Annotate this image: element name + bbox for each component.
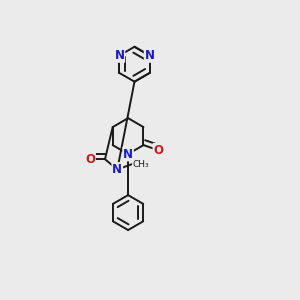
Text: O: O bbox=[153, 144, 164, 157]
Text: N: N bbox=[114, 49, 124, 62]
Text: O: O bbox=[85, 153, 95, 166]
Text: N: N bbox=[123, 148, 133, 160]
Text: N: N bbox=[145, 49, 154, 62]
Text: CH₃: CH₃ bbox=[133, 160, 149, 169]
Text: N: N bbox=[112, 163, 122, 176]
